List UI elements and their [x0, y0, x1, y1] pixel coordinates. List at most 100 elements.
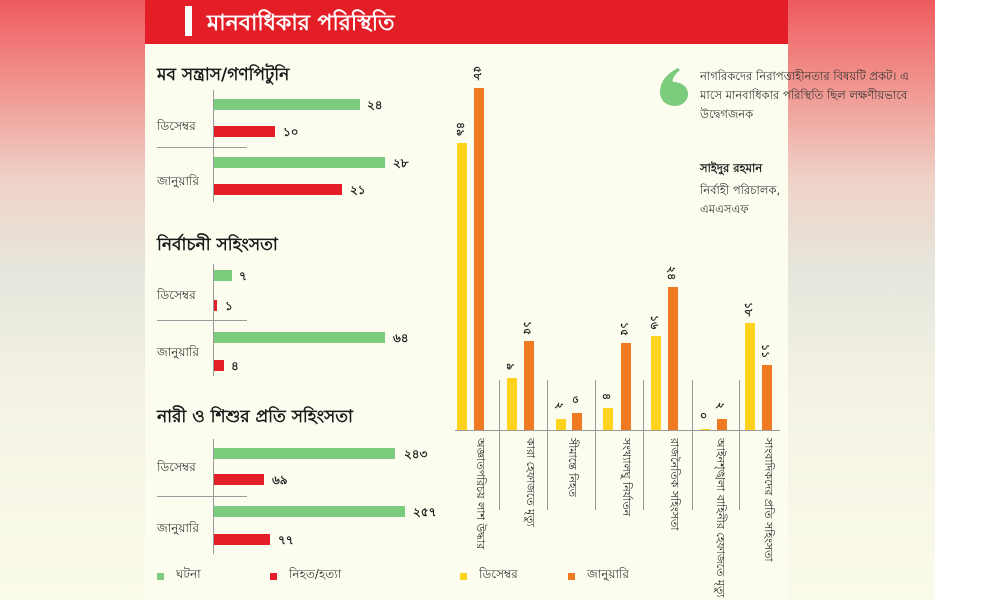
quote-icon — [660, 68, 688, 106]
separator — [547, 380, 548, 510]
bar-december — [745, 323, 755, 430]
bar-january — [524, 341, 534, 430]
section-title-women-children: নারী ও শিশুর প্রতি সহিংসতা — [157, 407, 353, 427]
section-title-mob: মব সন্ত্রাস/গণপিটুনি — [157, 65, 290, 85]
bar-january — [762, 365, 772, 430]
value-label: ৩ — [569, 396, 582, 404]
legend-killed: নিহত/হত্যা — [270, 566, 341, 586]
bar-killed — [214, 184, 342, 195]
bar-incidents — [214, 99, 360, 110]
value-label: ২৮ — [393, 156, 409, 170]
section-title-election: নির্বাচনী সহিংসতা — [157, 235, 278, 255]
value-label: ৪৯ — [454, 122, 467, 137]
bar-january — [572, 413, 582, 430]
value-label: ১১ — [759, 344, 772, 359]
page-title: মানবাধিকার পরিস্থিতি — [207, 11, 395, 36]
x-axis — [455, 430, 780, 431]
quote-author: সাইদুর রহমান — [700, 161, 763, 175]
bar-december — [457, 143, 467, 430]
value-label: ৫৮ — [471, 66, 484, 81]
separator — [157, 147, 247, 148]
value-label: ৪ — [231, 359, 239, 373]
bar-january — [717, 419, 727, 430]
category-label: অজ্ঞাতপরিচয় লাশ উদ্ধার — [474, 438, 487, 550]
legend-label: নিহত/হত্যা — [289, 567, 342, 581]
value-label: ২ — [714, 402, 727, 410]
separator — [157, 496, 247, 497]
value-label: ২৪ — [367, 98, 383, 112]
bar-killed — [214, 534, 270, 545]
legend-swatch-red — [270, 572, 277, 580]
value-label: ১৫ — [618, 322, 631, 337]
legend-label: জানুয়ারি — [587, 567, 629, 581]
bar-incidents — [214, 332, 385, 343]
value-label: ৭ — [239, 269, 247, 283]
legend-incidents: ঘটনা — [157, 566, 201, 586]
legend-swatch-orange — [568, 572, 575, 580]
value-label: ৬৪ — [393, 331, 409, 345]
infographic: মানবাধিকার পরিস্থিতি মব সন্ত্রাস/গণপিটুন… — [145, 0, 909, 600]
value-label: ২৫৭ — [413, 505, 437, 519]
separator — [739, 380, 740, 510]
legend-label: ডিসেম্বর — [479, 567, 518, 581]
bar-december — [603, 408, 613, 430]
value-label: ১৫ — [521, 321, 534, 336]
quote-role: নির্বাহী পরিচালক, এমএসএফ — [700, 183, 781, 216]
value-label: ২১ — [350, 183, 366, 197]
category-label: আইনশৃঙ্খলা বাহিনীর হেফাজতে মৃত্যু — [714, 438, 727, 598]
quote-text: নাগরিকদের নিরাপত্তাহীনতার বিষয়টি প্রকট।… — [700, 69, 909, 121]
value-label: ০ — [697, 412, 710, 420]
axis-line — [213, 90, 214, 202]
separator — [692, 380, 693, 510]
legend-december: ডিসেম্বর — [460, 566, 518, 586]
month-label: জানুয়ারি — [157, 174, 199, 188]
value-label: ২৪৩ — [404, 447, 428, 461]
bar-incidents — [214, 270, 232, 281]
header-accent-bar — [185, 6, 192, 36]
separator — [157, 320, 247, 321]
month-label: ডিসেম্বর — [157, 119, 196, 133]
header: মানবাধিকার পরিস্থিতি — [145, 0, 788, 44]
bar-december — [700, 429, 710, 430]
value-label: ৯ — [504, 363, 517, 371]
value-label: ৭৭ — [278, 533, 294, 547]
value-label: ১৮ — [742, 302, 755, 317]
bar-killed — [214, 474, 264, 485]
legend-january: জানুয়ারি — [568, 566, 629, 586]
bar-january — [474, 88, 484, 430]
bar-killed — [214, 126, 275, 137]
hbar-chart-election: ডিসেম্বর ৭ ১ জানুয়ারি ৬৪ ৪ — [157, 262, 437, 382]
hbar-chart-mob: ডিসেম্বর ২৪ ১০ জানুয়ারি ২৮ ২১ — [157, 88, 437, 208]
legend-swatch-yellow — [460, 572, 467, 580]
separator — [643, 380, 644, 510]
bar-killed — [214, 360, 224, 371]
separator — [499, 380, 500, 510]
vertical-bar-chart: ৪৯ ৫৮ অজ্ঞাতপরিচয় লাশ উদ্ধার ৯ ১৫ কারা … — [454, 60, 785, 597]
hbar-chart-women-children: ডিসেম্বর ২৪৩ ৬৯ জানুয়ারি ২৫৭ ৭৭ — [157, 437, 437, 557]
value-label: ১ — [225, 299, 233, 313]
value-label: ৬৯ — [272, 473, 288, 487]
value-label: ৪ — [600, 393, 613, 401]
value-label: ১৬ — [648, 315, 661, 330]
separator — [595, 380, 596, 510]
month-label: জানুয়ারি — [157, 345, 199, 359]
bar-killed — [214, 300, 217, 311]
month-label: ডিসেম্বর — [157, 288, 196, 302]
category-label: রাজনৈতিক সহিংসতা — [668, 438, 681, 531]
value-label: ২৪ — [665, 266, 678, 281]
bar-december — [651, 336, 661, 430]
bar-incidents — [214, 157, 385, 168]
bar-incidents — [214, 448, 395, 459]
legend-label: ঘটনা — [176, 567, 201, 581]
month-label: জানুয়ারি — [157, 521, 199, 535]
category-label: সংখ্যালঘু নির্যাতন — [620, 438, 633, 517]
value-label: ১০ — [283, 125, 299, 139]
bar-january — [621, 343, 631, 430]
month-label: ডিসেম্বর — [157, 460, 196, 474]
bar-january — [668, 287, 678, 430]
bar-december — [507, 378, 517, 430]
category-label: কারা হেফাজতে মৃত্যু — [524, 438, 537, 527]
category-label: সাংবাদিকদের প্রতি সহিংসতা — [762, 438, 775, 562]
bar-incidents — [214, 506, 405, 517]
legend-swatch-green — [157, 572, 164, 580]
